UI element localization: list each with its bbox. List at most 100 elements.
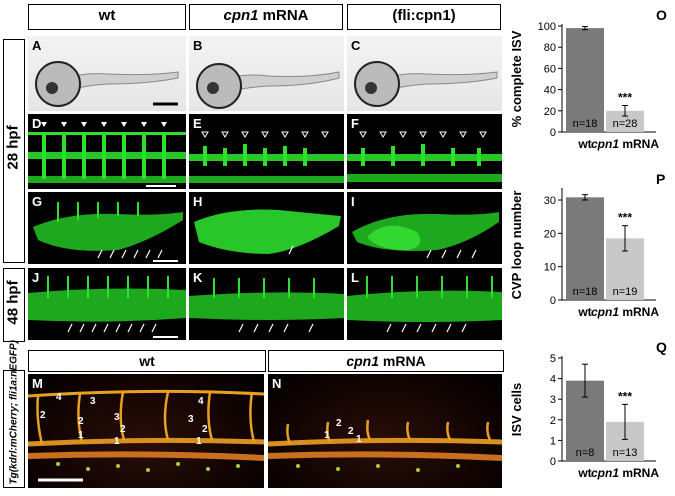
y-tick-label: 20	[544, 228, 556, 240]
significance-label: ***	[618, 211, 632, 225]
y-axis-label: ISV cells	[509, 383, 524, 436]
significance-label: ***	[618, 91, 632, 105]
y-tick-label: 80	[544, 42, 556, 54]
panel-g-cvp: G	[28, 192, 186, 264]
header-n-cpn1: cpn1 mRNA	[268, 350, 504, 372]
n-label: n=19	[613, 286, 638, 298]
y-tick-label: 40	[544, 85, 556, 97]
m-cell-number: 1	[196, 436, 202, 447]
m-cell-number: 3	[90, 396, 96, 407]
embryo-image-a	[35, 61, 179, 107]
m-cell-number: 2	[78, 416, 84, 427]
panel-f-isv: F	[347, 114, 502, 189]
vessel-image-k	[189, 278, 344, 333]
n-label: n=13	[613, 447, 638, 459]
transgene-box: Tg(kdrl:mCherry; fli1a:nEGFP)	[3, 340, 25, 488]
header-wt: wt	[28, 4, 186, 30]
m-cell-number: 4	[56, 392, 62, 403]
panel-l-48hpf: L	[347, 268, 502, 340]
transgene-label: Tg(kdrl:mCherry; fli1a:nEGFP)	[8, 340, 20, 485]
panel-m-wt: 3 4 3 2 3 2 1 1 1 2 2 4 M	[28, 374, 264, 488]
stage-28hpf-box: 28 hpf	[3, 39, 25, 263]
y-tick-label: 0	[550, 456, 556, 468]
embryo-image-c	[354, 61, 498, 107]
vessel-image-n: 2 1 2 1	[268, 418, 502, 472]
panel-a-embryo: A	[28, 36, 186, 111]
panel-c-embryo: C	[347, 36, 502, 111]
m-cell-number: 2	[202, 424, 208, 435]
m-cell-number: 1	[78, 430, 84, 441]
panel-i-cvp: I	[347, 192, 502, 264]
m-cell-number: 4	[198, 396, 204, 407]
y-tick-label: 1	[550, 435, 556, 447]
x-category-label: wt	[577, 466, 591, 480]
panel-label-j: J	[32, 270, 40, 285]
panel-label-g: G	[32, 194, 43, 209]
panel-n-cpn1: 2 1 2 1 N	[268, 374, 502, 488]
stage-28hpf-label: 28 hpf	[4, 125, 22, 170]
stage-48hpf-box: 48 hpf	[3, 268, 25, 342]
y-axis-label: % complete ISV	[509, 30, 524, 127]
panel-label-e: E	[193, 116, 202, 131]
y-tick-label: 10	[544, 262, 556, 274]
vessel-image-m: 3 4 3 2 3 2 1 1 1 2 2 4	[28, 389, 264, 482]
isv-image-e	[189, 131, 344, 183]
m-cell-number: 2	[120, 424, 126, 435]
cvp-image-i	[352, 212, 499, 259]
panel-label-m: M	[32, 376, 43, 391]
bar	[566, 197, 604, 300]
n-label: n=8	[576, 447, 595, 459]
bar	[566, 28, 604, 132]
panel-label-f: F	[351, 116, 359, 131]
x-category-label: wt	[577, 305, 591, 319]
panel-label-k: K	[193, 270, 203, 285]
y-tick-label: 2	[550, 415, 556, 427]
stage-48hpf-label: 48 hpf	[4, 280, 22, 325]
cvp-image-g	[33, 202, 183, 262]
chart-q-svg: Q ISV cells 0 1 2 3 4 5 n=8 wt n=13 *** cpn1 mRNA	[509, 339, 667, 480]
panel-label-a: A	[32, 38, 42, 53]
x-category-label: cpn1 mRNA	[591, 305, 659, 319]
m-cell-number: 3	[188, 414, 194, 425]
x-category-label: wt	[577, 137, 591, 151]
panel-b-embryo: B	[189, 36, 344, 111]
chart-panel-label: Q	[656, 339, 667, 355]
panel-label-b: B	[193, 38, 203, 53]
bar	[606, 110, 644, 132]
n-cell-number: 1	[324, 430, 330, 441]
chart-p: P CVP loop number 0 10 20 30 n=18 wt n=19 *** cpn1…	[506, 166, 675, 330]
panel-label-l: L	[351, 270, 359, 285]
n-label: n=18	[573, 286, 598, 298]
panel-d-isv: D	[28, 114, 186, 189]
y-tick-label: 30	[544, 195, 556, 207]
embryo-image-b	[196, 63, 340, 109]
y-tick-label: 5	[550, 353, 556, 365]
y-tick-label: 0	[550, 127, 556, 139]
m-cell-number: 3	[114, 412, 120, 423]
cvp-image-h	[194, 209, 341, 255]
y-tick-label: 4	[550, 374, 556, 386]
chart-o: O % complete ISV 0 20 40 60 80 100 n=18 wt n=28 ***…	[506, 2, 675, 162]
panel-label-d: D	[32, 116, 42, 131]
n-label: n=18	[573, 118, 598, 130]
panel-h-cvp: H	[189, 192, 344, 264]
panel-label-h: H	[193, 194, 203, 209]
panel-j-48hpf: J	[28, 268, 186, 340]
x-category-label: cpn1 mRNA	[591, 137, 659, 151]
panel-label-n: N	[272, 376, 282, 391]
isv-image-f	[347, 131, 502, 182]
m-cell-number: 1	[114, 436, 120, 447]
n-cell-number: 2	[336, 418, 342, 429]
y-tick-label: 3	[550, 394, 556, 406]
panel-e-isv: E	[189, 114, 344, 189]
x-category-label: cpn1 mRNA	[591, 466, 659, 480]
significance-label: ***	[618, 389, 632, 403]
header-fli-cpn1: (fli:cpn1)	[347, 4, 501, 30]
y-tick-label: 100	[538, 21, 556, 33]
n-cell-number: 1	[356, 434, 362, 445]
chart-q: Q ISV cells 0 1 2 3 4 5 n=8 wt n=13 *** cpn1 mRNA	[506, 334, 675, 491]
vessel-image-l	[347, 276, 502, 333]
y-tick-label: 20	[544, 106, 556, 118]
chart-panel-label: P	[656, 171, 665, 187]
panel-label-c: C	[351, 38, 361, 53]
